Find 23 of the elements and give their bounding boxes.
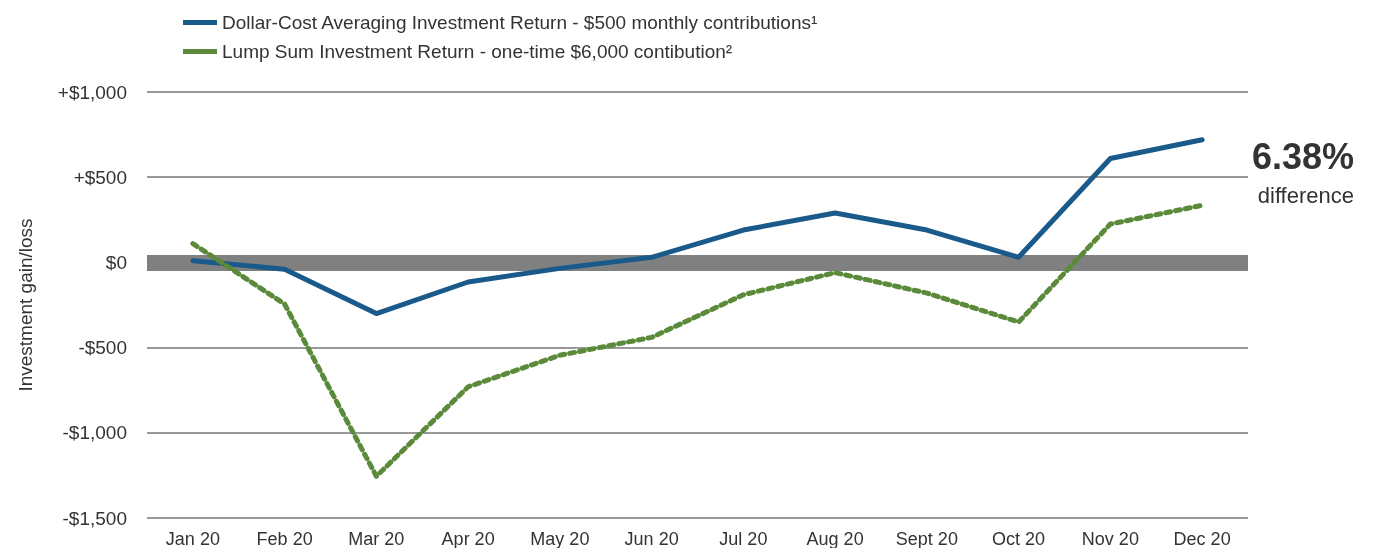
x-tick-label: Feb 20: [256, 529, 313, 549]
text: difference: [1257, 182, 1354, 208]
x-tick-label: Dec 20: [1173, 529, 1231, 549]
x-tick-label: Aug 20: [806, 529, 864, 549]
x-tick-label: Jun 20: [624, 529, 679, 549]
text: 6.38%: [1251, 135, 1354, 177]
x-tick-label: Oct 20: [992, 529, 1046, 549]
x-tick-label: Apr 20: [441, 529, 495, 549]
y-tick-label: -$1,500: [62, 507, 127, 529]
y-tick-label: $0: [105, 251, 127, 273]
y-tick-label: -$500: [78, 337, 127, 359]
legend-label: Lump Sum Investment Return - one-time $6,000 contibution²: [222, 41, 733, 62]
y-axis-title: Investment gain/loss: [15, 218, 36, 392]
x-tick-label: Jul 20: [719, 529, 768, 549]
y-tick-label: +$1,000: [57, 81, 127, 103]
y-tick-label: -$1,000: [62, 422, 127, 444]
legend-label: Dollar-Cost Averaging Investment Return - $500 monthly contributions¹: [222, 12, 818, 33]
x-tick-label: Jan 20: [165, 529, 220, 549]
x-tick-label: May 20: [530, 529, 590, 549]
x-tick-label: Sept 20: [895, 529, 958, 549]
x-tick-label: Mar 20: [348, 529, 405, 549]
y-tick-label: +$500: [73, 166, 127, 188]
x-tick-label: Nov 20: [1081, 529, 1139, 549]
